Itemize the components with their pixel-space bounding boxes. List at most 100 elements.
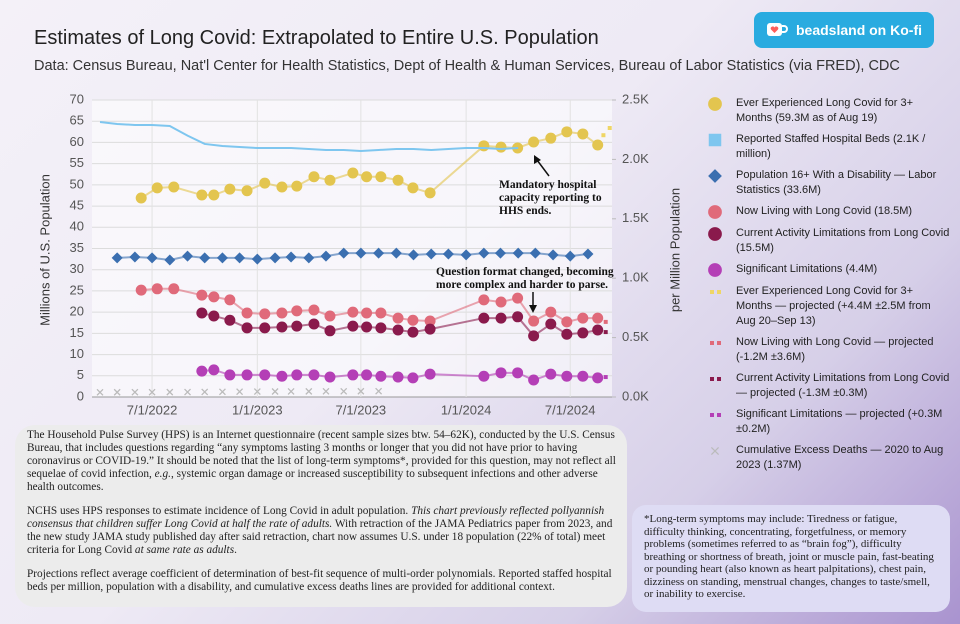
y-tick-label: 10: [70, 346, 84, 361]
data-point: [545, 318, 557, 330]
legend-label: Cumulative Excess Deaths — 2020 to Aug 2…: [736, 444, 944, 471]
data-point: [135, 192, 147, 204]
data-point: [375, 307, 387, 319]
kofi-button[interactable]: beadsland on Ko-fi: [754, 12, 934, 48]
y2-tick-label: 1.0K: [622, 270, 649, 285]
data-point: [355, 247, 367, 259]
legend-marker: [708, 227, 722, 241]
data-point: [291, 305, 303, 317]
y2-tick-label: 0.5K: [622, 329, 649, 344]
chart-title: Estimates of Long Covid: Extrapolated to…: [34, 27, 599, 49]
series-line: [117, 252, 589, 261]
data-point: [592, 372, 604, 384]
data-point: [131, 388, 139, 396]
data-point: [201, 388, 209, 396]
data-point: [347, 320, 359, 332]
data-point: [324, 310, 336, 322]
data-point: [478, 247, 490, 259]
data-point: [308, 304, 320, 316]
data-point: [151, 182, 163, 194]
data-point: [545, 368, 557, 380]
data-point: [361, 369, 373, 381]
legend-item: Reported Staffed Hospital Beds (2.1K / m…: [706, 132, 950, 162]
notes-paragraph: The Household Pulse Survey (HPS) is an I…: [27, 429, 619, 494]
data-point: [208, 310, 220, 322]
legend-label: Reported Staffed Hospital Beds (2.1K / m…: [736, 133, 926, 160]
data-point: [361, 307, 373, 319]
data-point: [561, 370, 573, 382]
data-point: [287, 387, 295, 395]
x-tick-label: 1/1/2024: [441, 402, 492, 417]
legend-label: Ever Experienced Long Covid for 3+ Month…: [736, 97, 914, 124]
data-point: [305, 387, 313, 395]
data-point: [111, 252, 123, 264]
annotation: Question format changed, becoming more c…: [436, 266, 614, 291]
data-point: [545, 132, 557, 144]
data-point: [710, 413, 714, 417]
data-point: [561, 328, 573, 340]
data-point: [512, 247, 524, 259]
y-tick-label: 50: [70, 176, 84, 191]
notes-text: Projections reflect average coefficient …: [27, 568, 612, 593]
data-point: [528, 374, 540, 386]
legend-item: Significant Limitations (4.4M): [706, 262, 950, 278]
data-point: [607, 126, 612, 131]
data-point: [218, 388, 226, 396]
data-point: [424, 315, 436, 327]
data-point: [182, 250, 194, 262]
data-point: [259, 369, 271, 381]
data-point: [478, 140, 490, 152]
data-point: [582, 248, 594, 260]
data-point: [151, 283, 163, 295]
data-point: [592, 139, 604, 151]
data-point: [361, 321, 373, 333]
data-point: [528, 136, 540, 148]
data-point: [234, 252, 246, 264]
data-point: [324, 174, 336, 186]
legend-item: Current Activity Limitations from Long C…: [706, 226, 950, 256]
data-point: [373, 247, 385, 259]
data-point: [592, 324, 604, 336]
data-point: [276, 181, 288, 193]
legend-marker: [708, 263, 722, 277]
data-point: [168, 283, 180, 295]
data-point: [196, 189, 208, 201]
notes-text: at same rate as adults: [134, 544, 235, 556]
data-point: [424, 187, 436, 199]
data-point: [494, 247, 506, 259]
legend-label: Current Activity Limitations from Long C…: [736, 227, 950, 254]
data-point: [710, 341, 714, 345]
data-point: [308, 318, 320, 330]
legend: Ever Experienced Long Covid for 3+ Month…: [706, 96, 950, 479]
notes-text: NCHS uses HPS responses to estimate inci…: [27, 505, 412, 517]
legend-marker: [710, 341, 721, 345]
notes-text: The Household Pulse Survey (HPS) is an I…: [27, 429, 616, 480]
annotation-arrowhead: [529, 305, 537, 313]
data-point: [390, 247, 402, 259]
legend-item: Now Living with Long Covid — projected (…: [706, 335, 950, 365]
notes-panel: The Household Pulse Survey (HPS) is an I…: [15, 425, 627, 607]
x-tick-label: 7/1/2022: [127, 402, 178, 417]
data-point: [407, 314, 419, 326]
data-point: [478, 294, 490, 306]
notes-paragraph: Projections reflect average coefficient …: [27, 568, 619, 594]
data-point: [424, 368, 436, 380]
data-point: [460, 249, 472, 261]
data-point: [271, 388, 279, 395]
y-tick-label: 0: [77, 388, 84, 403]
notes-text: With retraction of the JAMA Pediatrics p…: [27, 518, 613, 556]
data-point: [276, 321, 288, 333]
x-tick-label: 7/1/2023: [336, 402, 387, 417]
y2-tick-label: 2.5K: [622, 91, 649, 106]
data-point: [495, 367, 507, 379]
data-point: [392, 324, 404, 336]
data-point: [375, 387, 383, 395]
data-point: [708, 227, 722, 241]
data-point: [708, 133, 722, 147]
data-point: [320, 250, 332, 262]
legend-label: Significant Limitations — projected (+0.…: [736, 408, 943, 435]
data-point: [347, 167, 359, 179]
data-point: [717, 341, 721, 345]
y-tick-label: 70: [70, 91, 84, 106]
